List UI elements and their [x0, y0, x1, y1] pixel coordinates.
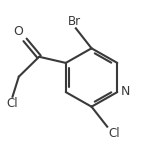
Text: O: O	[14, 25, 24, 38]
Text: Cl: Cl	[7, 97, 18, 111]
Text: Br: Br	[68, 15, 81, 28]
Text: Cl: Cl	[109, 127, 120, 140]
Text: N: N	[121, 85, 131, 98]
